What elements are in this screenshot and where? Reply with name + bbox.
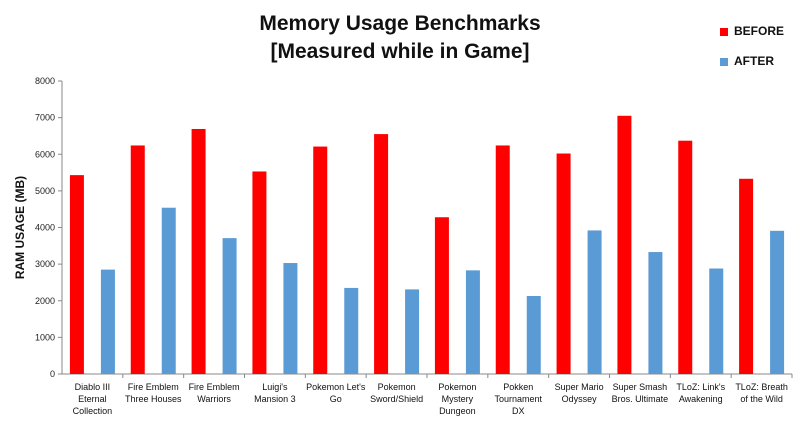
bar-before-10 (678, 140, 693, 374)
x-tick-label: Fire Emblem (128, 382, 179, 392)
x-tick-label: Eternal (78, 394, 107, 404)
x-tick-label: Mansion 3 (254, 394, 296, 404)
x-tick-label: Three Houses (125, 394, 182, 404)
x-tick-label: Diablo III (75, 382, 111, 392)
y-tick-label: 4000 (35, 223, 55, 233)
y-tick-label: 7000 (35, 113, 55, 123)
x-tick-label: Fire Emblem (189, 382, 240, 392)
bar-before-5 (374, 134, 389, 374)
chart-subtitle: [Measured while in Game] (270, 40, 530, 63)
x-tick-label: Super Mario (555, 382, 604, 392)
bar-after-11 (770, 230, 785, 374)
bar-after-9 (648, 252, 663, 374)
legend-item-after: AFTER (720, 54, 774, 68)
x-tick-label: Pokemon Let's (306, 382, 366, 392)
x-tick-label: Super Smash (613, 382, 668, 392)
bar-after-7 (526, 295, 541, 374)
x-tick-label: Luigi's (262, 382, 288, 392)
x-tick-label: Sword/Shield (370, 394, 423, 404)
y-axis-title: RAM USAGE (MB) (13, 176, 27, 279)
legend-label-before: BEFORE (734, 24, 785, 38)
bar-after-4 (344, 287, 359, 374)
bar-after-1 (161, 207, 176, 374)
x-tick-label: Go (330, 394, 342, 404)
legend-swatch-after (720, 57, 728, 66)
x-tick-label: Collection (73, 406, 113, 416)
x-tick-label: Dungeon (439, 406, 476, 416)
y-tick-label: 8000 (35, 76, 55, 86)
x-tick-label: Tournament (494, 394, 542, 404)
legend-label-after: AFTER (734, 54, 774, 68)
bar-after-10 (709, 268, 724, 374)
bar-after-6 (465, 270, 480, 374)
bar-after-3 (283, 263, 298, 374)
y-tick-label: 3000 (35, 259, 55, 269)
bar-before-3 (252, 171, 267, 374)
x-tick-label: TLoZ: Breath (735, 382, 788, 392)
x-tick-label: Pokemon (438, 382, 476, 392)
x-tick-label: Mystery (442, 394, 474, 404)
bar-before-6 (434, 217, 449, 374)
bar-after-2 (222, 238, 237, 374)
legend-swatch-before (720, 27, 728, 36)
x-tick-label: of the Wild (740, 394, 783, 404)
x-tick-label: DX (512, 406, 525, 416)
bar-before-4 (313, 146, 328, 374)
bar-before-7 (495, 145, 510, 374)
x-tick-label: Awakening (679, 394, 723, 404)
bar-after-5 (405, 289, 420, 374)
chart-title-line1: Memory Usage Benchmarks (259, 12, 541, 35)
bar-before-8 (556, 153, 571, 374)
bar-before-9 (617, 115, 632, 374)
y-tick-label: 5000 (35, 186, 55, 196)
legend-item-before: BEFORE (720, 24, 784, 38)
y-tick-label: 2000 (35, 296, 55, 306)
bar-before-0 (69, 175, 84, 374)
bar-before-1 (130, 145, 145, 374)
x-tick-label: TLoZ: Link's (676, 382, 725, 392)
bar-after-0 (100, 269, 115, 374)
x-tick-label: Pokemon (378, 382, 416, 392)
y-tick-label: 6000 (35, 149, 55, 159)
x-tick-label: Bros. Ultimate (612, 394, 669, 404)
chart-title: Memory Usage Benchmarks [Measured while … (170, 10, 630, 66)
bar-after-8 (587, 230, 602, 374)
y-tick-label: 0 (50, 369, 55, 379)
x-tick-label: Pokken (503, 382, 533, 392)
x-tick-label: Warriors (197, 394, 231, 404)
bar-before-2 (191, 128, 206, 374)
y-tick-label: 1000 (35, 332, 55, 342)
x-tick-label: Odyssey (562, 394, 598, 404)
bar-before-11 (739, 178, 754, 374)
